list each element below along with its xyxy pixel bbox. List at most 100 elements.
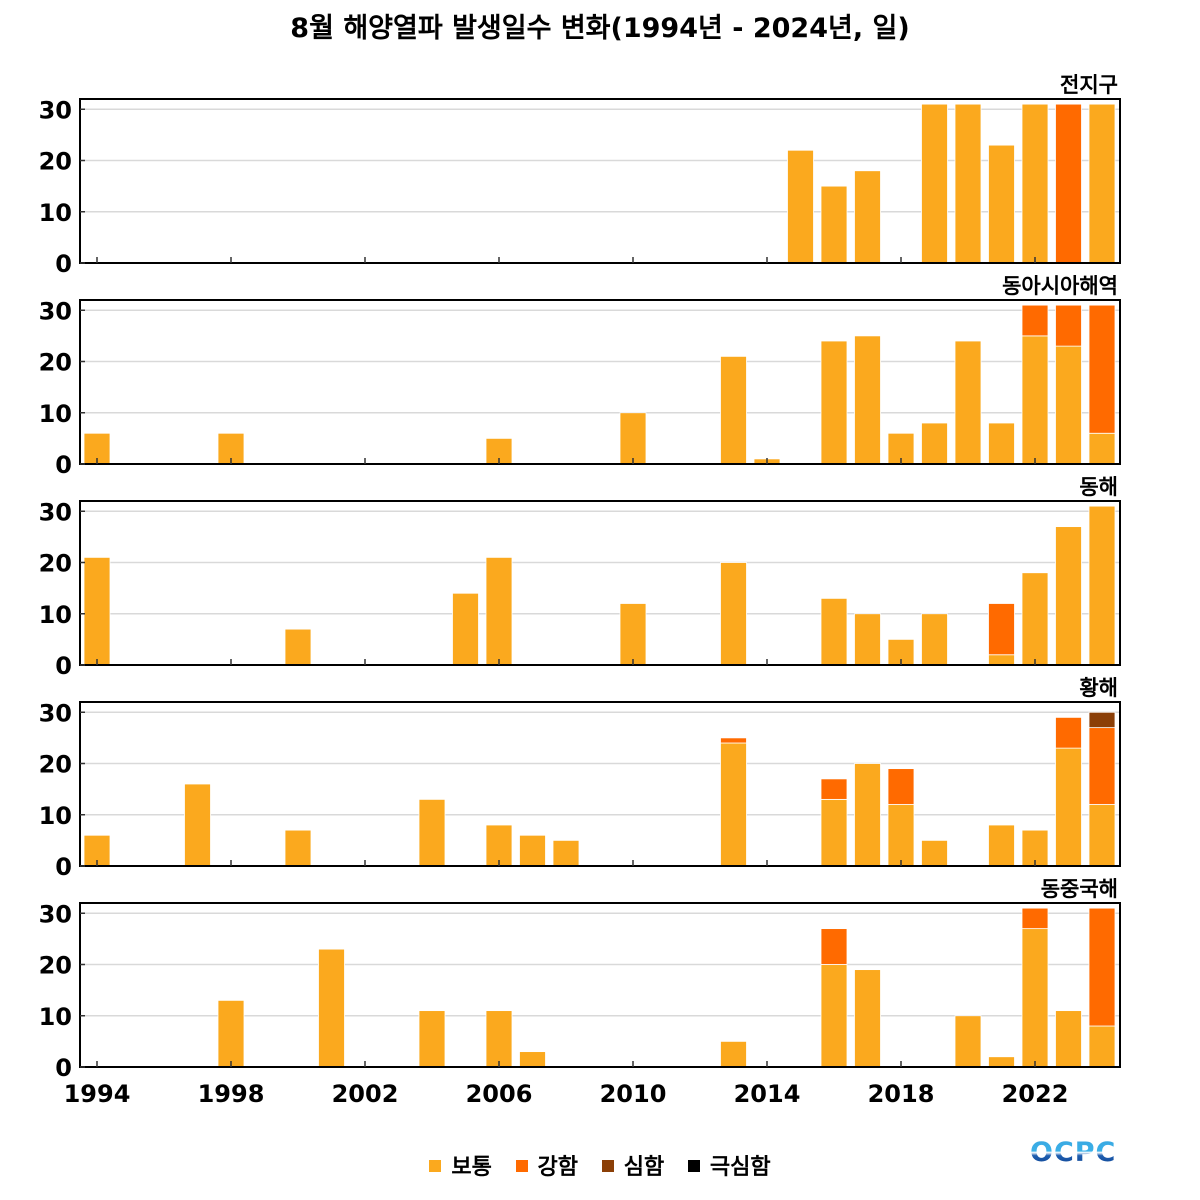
bar-segment [452,592,479,666]
panel-title: 전지구 [1060,73,1118,97]
bar-segment [820,964,848,1068]
panel-frame [79,701,1121,867]
bar-segment [921,613,948,666]
bar-segment [619,603,647,666]
bar-segment [820,340,848,465]
x-tick-label: 2018 [868,1080,935,1108]
bar-segment [485,1010,513,1068]
bar-segment [1021,103,1049,264]
bar-segment [988,603,1015,656]
x-tick-label: 1998 [198,1080,265,1108]
bar-segment [1055,103,1082,264]
y-tick-label: 0 [55,451,72,479]
bar-segment [720,355,747,465]
panel-frame [79,500,1121,666]
bar-segment [1021,907,1049,930]
legend-item-moderate: 보통 [429,1149,492,1181]
bar-segment [820,798,848,867]
y-tick-label: 30 [39,900,72,928]
bar-segment [1021,572,1049,666]
y-tick-label: 0 [55,652,72,680]
bar-segment [1055,1010,1082,1068]
y-tick-label: 20 [39,148,72,176]
bar-segment [820,185,848,264]
bar-segment [1021,335,1049,465]
bar-segment [318,948,345,1068]
bar-segment [1021,304,1049,337]
bar-segment [954,103,982,264]
bar-segment [217,999,245,1068]
bar-segment [1055,304,1082,347]
y-tick-label: 10 [39,199,72,227]
bar-segment [720,562,747,666]
bar-segment [988,144,1015,264]
bar-segment [1088,432,1116,465]
bar-segment [820,597,848,666]
y-tick-label: 30 [39,699,72,727]
panel-frame [79,902,1121,1068]
legend-label: 극심함 [709,1155,771,1180]
x-tick-label: 2002 [332,1080,399,1108]
y-tick-label: 10 [39,601,72,629]
bar-segment [787,149,814,264]
legend-label: 보통 [451,1155,492,1180]
y-tick-label: 20 [39,751,72,779]
y-tick-label: 0 [55,853,72,881]
panel-title: 동해 [1079,475,1118,499]
bar-segment [720,742,747,867]
y-tick-label: 0 [55,250,72,278]
y-tick-label: 10 [39,802,72,830]
bar-segment [854,763,881,867]
y-tick-label: 20 [39,349,72,377]
bar-segment [184,783,211,867]
legend: 보통 강함 심함 극심함 [0,1149,1200,1181]
legend-item-extreme: 극심함 [687,1149,771,1181]
ocpc-logo: OCPC [1030,1137,1117,1168]
x-tick-label: 2022 [1002,1080,1069,1108]
bar-segment [485,556,513,666]
bar-segment [1088,505,1116,666]
legend-swatch-severe [601,1160,614,1172]
panel-title: 동아시아해역 [1002,274,1118,298]
bar-segment [720,737,747,744]
x-tick-label: 2006 [466,1080,533,1108]
bar-segment [1055,345,1082,465]
bar-segment [988,422,1015,465]
legend-swatch-extreme [687,1160,700,1172]
bar-segment [519,834,546,867]
bar-segment [854,335,881,465]
bar-segment [720,1040,747,1068]
bar-segment [988,1056,1015,1068]
bar-segment [988,824,1015,867]
bar-segment [921,422,948,465]
y-tick-label: 30 [39,96,72,124]
x-tick-label: 2010 [600,1080,667,1108]
legend-label: 강함 [537,1155,579,1180]
bar-segment [1088,907,1116,1027]
bar-segment [921,839,948,867]
bar-segment [887,768,915,805]
bar-segment [1055,716,1082,749]
bar-segment [619,412,647,465]
bar-segment [921,103,948,264]
bar-segment [418,798,446,867]
bar-segment [1088,804,1116,867]
legend-item-strong: 강함 [515,1149,579,1181]
bar-segment [284,628,312,666]
legend-swatch-strong [515,1160,528,1172]
legend-swatch-moderate [429,1160,442,1172]
y-tick-label: 30 [39,498,72,526]
panel-frame [79,299,1121,465]
bar-segment [1055,526,1082,666]
bar-segment [83,556,111,666]
bar-segment [887,804,915,867]
bar-segment [284,829,312,867]
chart-title: 8월 해양열파 발생일수 변화(1994년 - 2024년, 일) [290,13,910,44]
panel-title: 동중국해 [1041,877,1118,901]
bar-segment [988,654,1015,666]
bar-segment [418,1010,446,1068]
bar-segment [1088,103,1116,264]
y-tick-label: 30 [39,297,72,325]
panel-title: 황해 [1079,676,1118,700]
